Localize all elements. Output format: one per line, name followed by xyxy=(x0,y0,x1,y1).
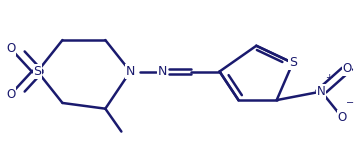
Text: O: O xyxy=(6,42,15,55)
Text: O: O xyxy=(6,88,15,101)
Text: +: + xyxy=(325,73,333,82)
Text: S: S xyxy=(34,65,41,78)
Text: N: N xyxy=(317,85,326,98)
Text: N: N xyxy=(158,65,167,78)
Text: O: O xyxy=(342,62,352,75)
Text: −: − xyxy=(346,98,354,108)
Text: N: N xyxy=(126,65,135,78)
Text: O: O xyxy=(337,111,347,124)
Text: S: S xyxy=(289,56,297,69)
